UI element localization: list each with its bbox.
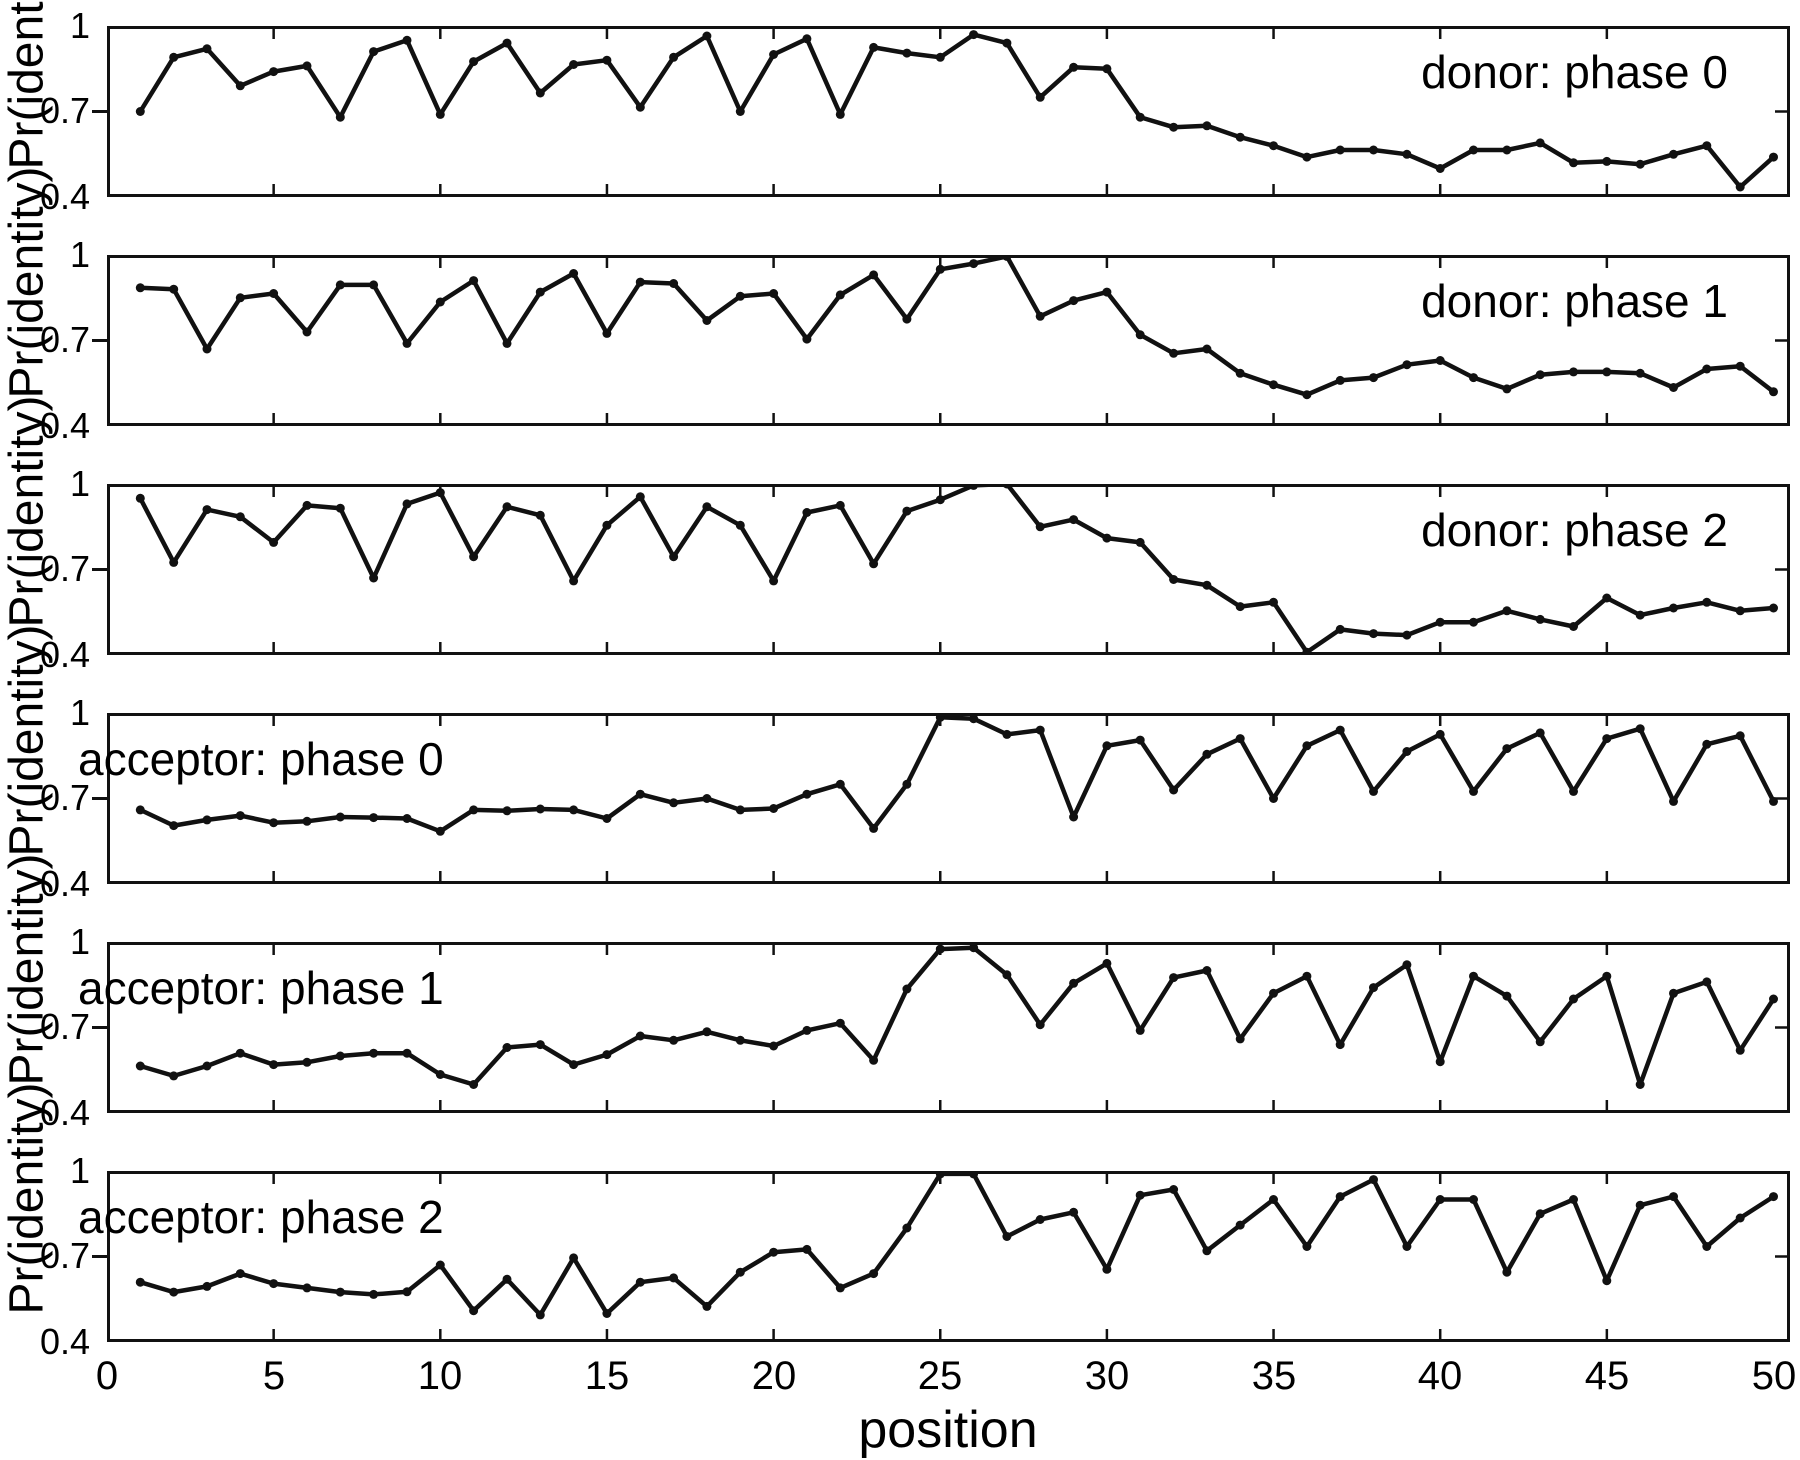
y-tick-mark [92,797,107,800]
x-axis: 0 5 10 15 20 25 30 35 40 45 50 position [0,1342,1800,1460]
y-tick-label-0.4: 0.4 [39,863,90,904]
x-axis-title: position [858,1401,1038,1459]
x-tick-label: 20 [751,1354,797,1398]
x-tick-label: 30 [1084,1354,1130,1398]
x-tick-label: 0 [95,1354,119,1398]
line-plot-donor-phase-2 [107,484,1790,655]
y-tick-label-0.7: 0.7 [39,90,90,131]
y-tick-mark [92,1255,107,1258]
line-plot-acceptor-phase-0 [107,713,1790,884]
y-tick-mark [92,568,107,571]
panel-title: acceptor: phase 2 [78,1191,444,1243]
y-tick-label-1: 1 [69,921,90,962]
y-tick-mark [92,110,107,113]
line-plot-donor-phase-0 [107,26,1790,197]
panel-acceptor-phase-1: Pr(identity) 1 0.7 0.4 acceptor: phase 1 [0,853,1800,1133]
panel-title: acceptor: phase 0 [78,733,444,785]
y-tick-label-0.4: 0.4 [39,1321,90,1362]
y-tick-mark [92,339,107,342]
panel-title: donor: phase 1 [1421,275,1728,327]
y-tick-label-1: 1 [69,234,90,275]
panel-donor-phase-0: Pr(identity) 1 0.7 0.4 donor: phase 0 [0,0,1800,217]
line-plot-donor-phase-1 [107,255,1790,426]
y-tick-label-0.4: 0.4 [39,1092,90,1133]
panel-title: donor: phase 0 [1421,46,1728,98]
y-tick-label-1: 1 [69,463,90,504]
x-tick-label: 10 [417,1354,463,1398]
x-tick-label: 40 [1417,1354,1463,1398]
panel-acceptor-phase-2: Pr(identity) 1 0.7 0.4 acceptor: phase 2 [0,1082,1800,1362]
panel-acceptor-phase-0: Pr(identity) 1 0.7 0.4 acceptor: phase 0 [0,624,1800,904]
y-axis-label: Pr(identity) [0,1082,54,1315]
panel-donor-phase-2: Pr(identity) 1 0.7 0.4 donor: phase 2 [0,395,1800,675]
y-tick-mark [92,1026,107,1029]
y-tick-label-0.7: 0.7 [39,1235,90,1276]
y-tick-label-0.7: 0.7 [39,319,90,360]
panel-title: acceptor: phase 1 [78,962,444,1014]
x-tick-label: 35 [1251,1354,1297,1398]
x-tick-label: 45 [1584,1354,1630,1398]
panel-title: donor: phase 2 [1421,504,1728,556]
line-plot-acceptor-phase-1 [107,942,1790,1113]
y-tick-label-0.4: 0.4 [39,405,90,446]
y-tick-label-0.7: 0.7 [39,1006,90,1047]
y-tick-label-0.7: 0.7 [39,548,90,589]
y-tick-label-1: 1 [69,692,90,733]
panel-donor-phase-1: Pr(identity) 1 0.7 0.4 donor: phase 1 [0,166,1800,446]
y-tick-label-1: 1 [69,1150,90,1191]
x-tick-label: 50 [1751,1354,1797,1398]
x-tick-label: 5 [262,1354,286,1398]
y-tick-label-0.7: 0.7 [39,777,90,818]
y-tick-label-0.4: 0.4 [39,634,90,675]
y-tick-label-0.4: 0.4 [39,176,90,217]
line-plot-acceptor-phase-2 [107,1171,1790,1342]
x-tick-label: 25 [917,1354,963,1398]
x-tick-label: 15 [584,1354,630,1398]
y-tick-label-1: 1 [69,5,90,46]
